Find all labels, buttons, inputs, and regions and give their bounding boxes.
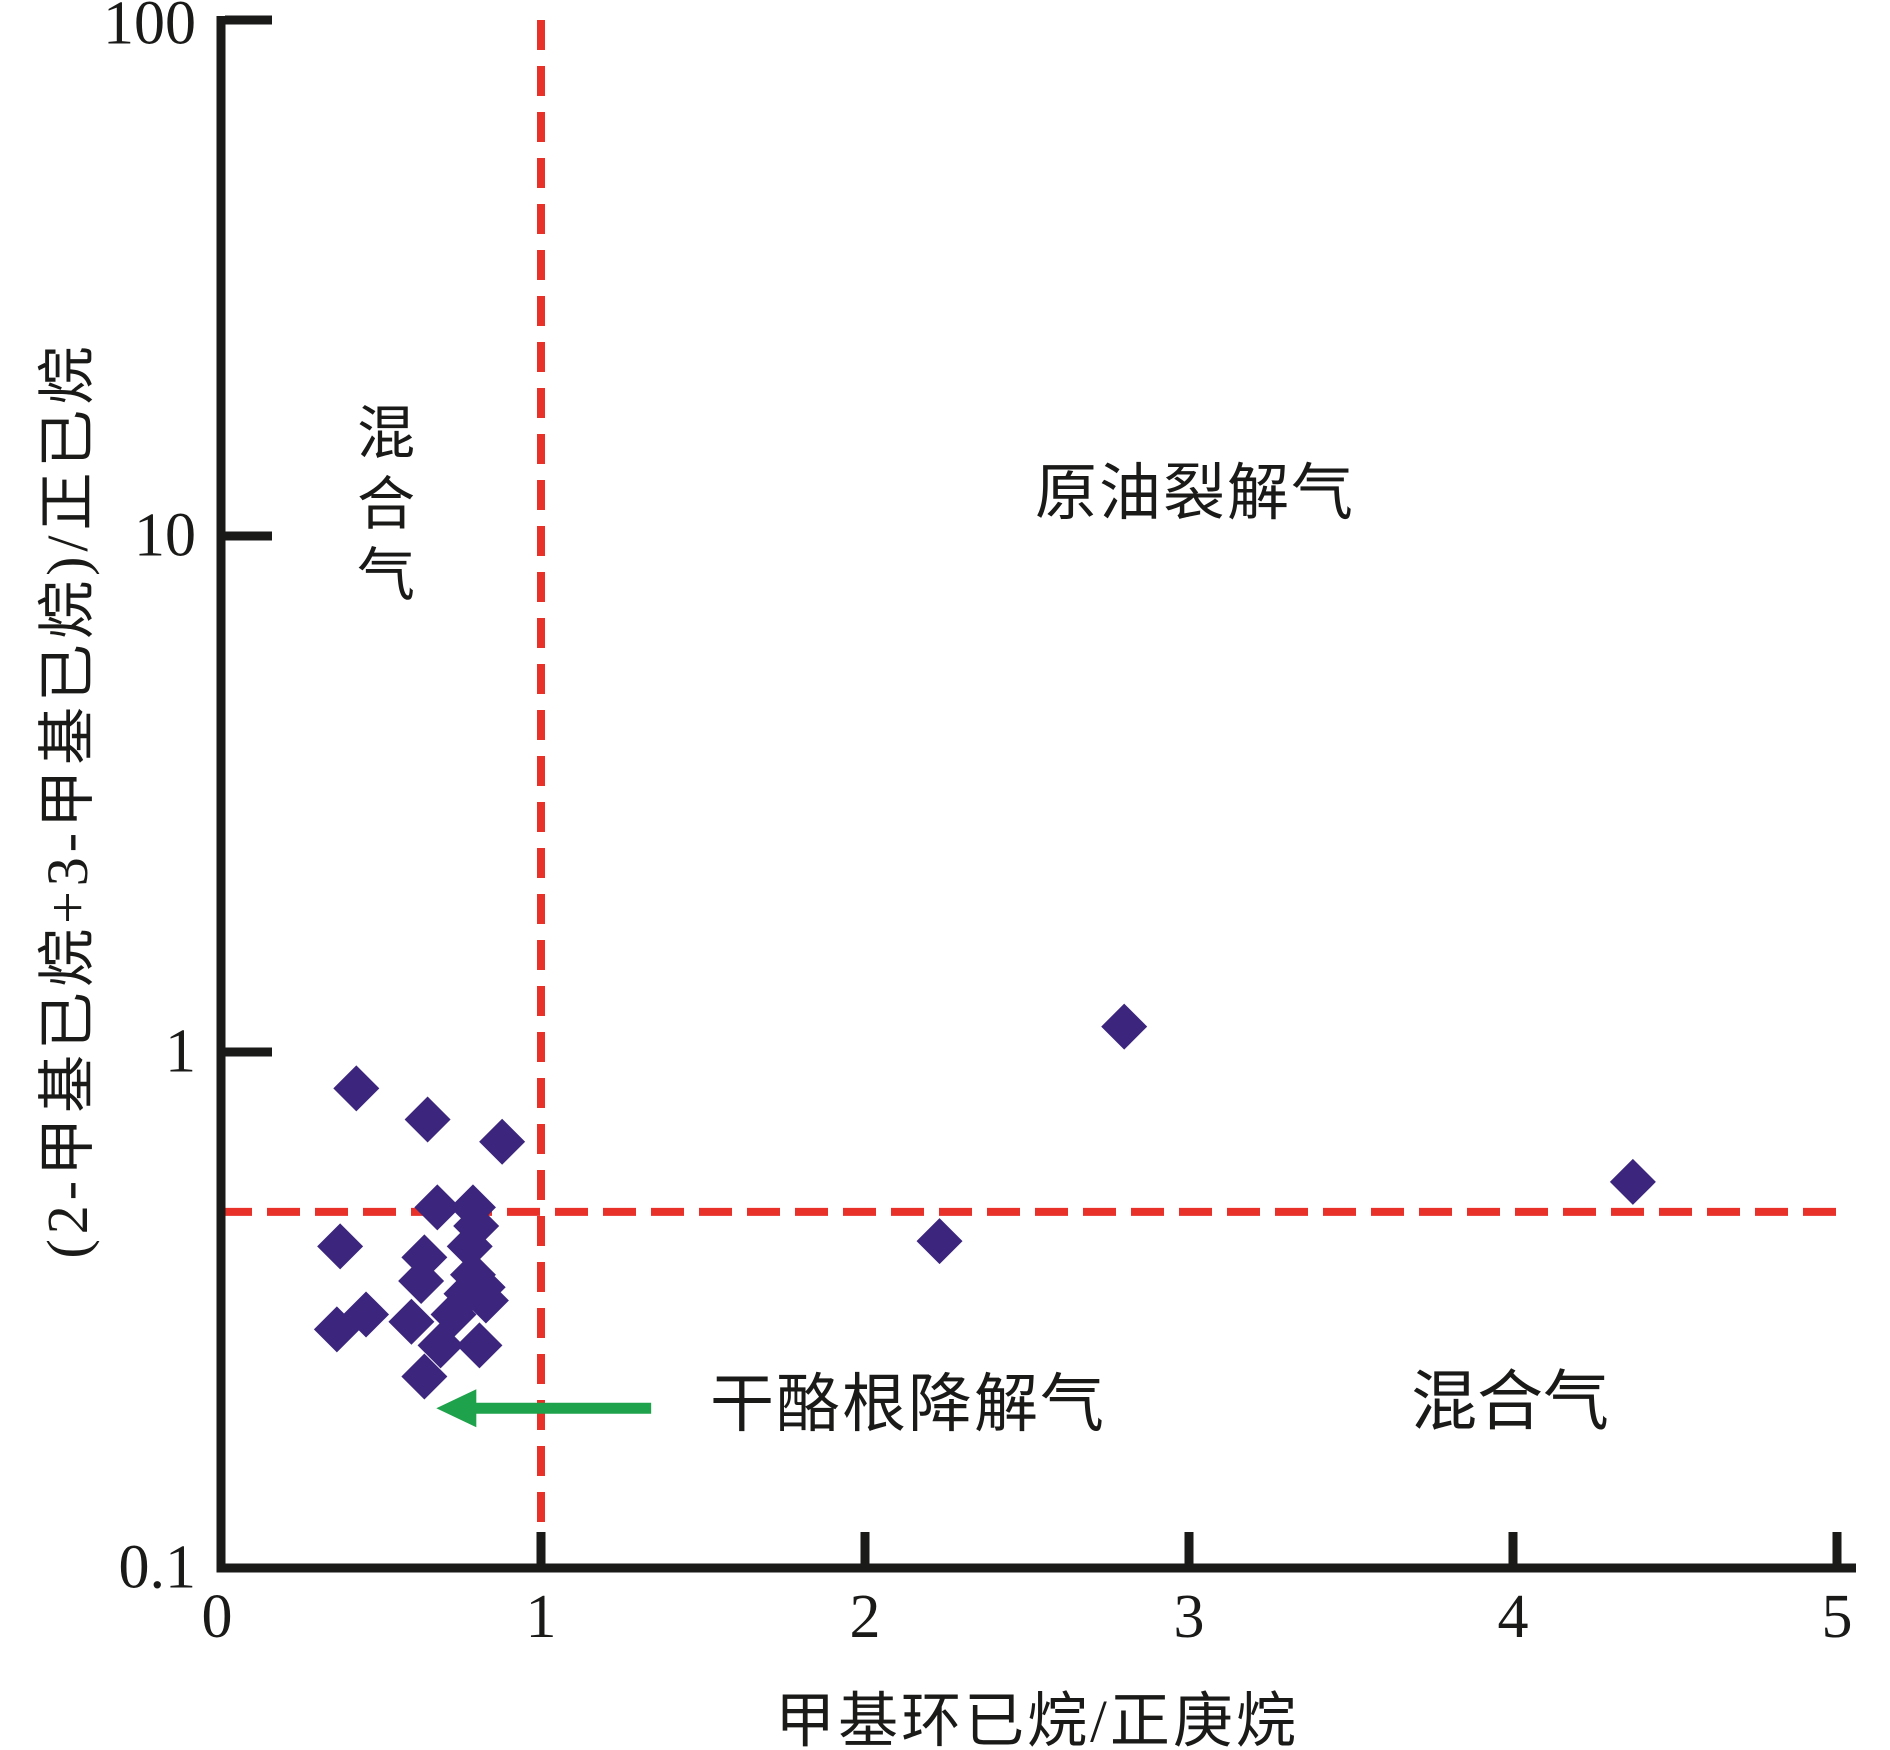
y-tick-label: 10 [134, 501, 196, 570]
data-point-diamond [1101, 1003, 1148, 1050]
data-point-diamond [333, 1065, 380, 1112]
data-point-diamond [414, 1184, 461, 1231]
data-point-diamond [317, 1223, 364, 1270]
data-point-diamond [398, 1257, 445, 1304]
region-label-crude-oil-cracking-gas: 原油裂解气 [1034, 460, 1356, 528]
data-point-diamond [916, 1218, 963, 1265]
x-tick-label: 3 [1173, 1583, 1205, 1651]
data-point-diamond [388, 1298, 435, 1345]
data-point-diamond [446, 1223, 493, 1270]
x-axis-title: 甲基环已烷/正庚烷 [775, 1688, 1299, 1750]
x-tick-label: 1 [525, 1583, 557, 1651]
region-label-mixed-gas-lower: 混合气 [1411, 1366, 1609, 1439]
y-tick-label: 0.1 [118, 1533, 197, 1602]
data-point-diamond [456, 1322, 503, 1369]
data-point-diamond [417, 1322, 464, 1369]
x-tick-label: 5 [1821, 1583, 1853, 1651]
arrow-head-icon [436, 1389, 477, 1428]
data-point-diamond [401, 1353, 448, 1400]
x-tick-label: 0 [201, 1583, 233, 1651]
data-point-diamond [404, 1096, 451, 1143]
data-point-diamond [1609, 1158, 1656, 1205]
data-point-diamond [343, 1291, 390, 1338]
data-point-diamond [479, 1118, 526, 1165]
data-point-diamond [462, 1277, 509, 1324]
x-tick-label: 4 [1497, 1583, 1529, 1651]
region-label-kerogen-degradation-gas: 干酪根降解气 [710, 1369, 1106, 1440]
y-axis-title: (2-甲基已烷+3-甲基已烷)/正已烷 [35, 341, 100, 1259]
y-tick-label: 100 [103, 0, 196, 58]
region-label-mixed-gas-upper: 混合气 [348, 402, 413, 615]
y-tick-label: 1 [165, 1017, 196, 1086]
x-tick-label: 2 [849, 1583, 881, 1651]
